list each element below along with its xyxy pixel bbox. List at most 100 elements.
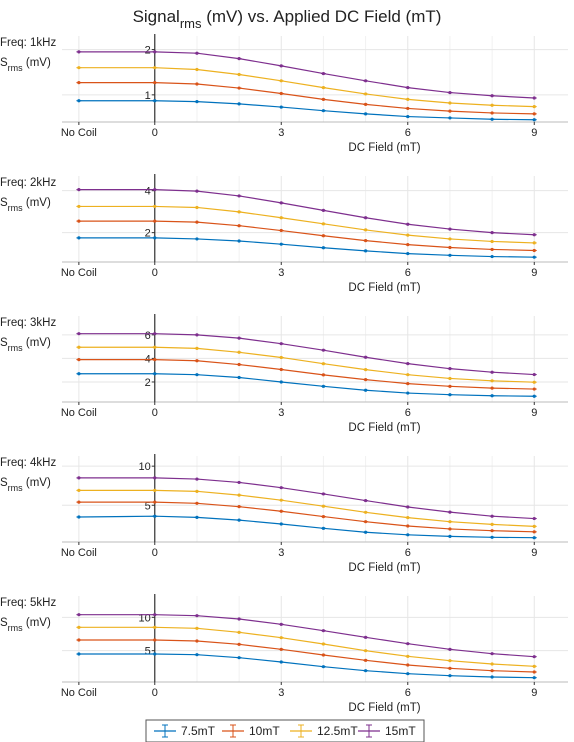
data-point: [237, 505, 241, 509]
data-point: [448, 101, 452, 105]
data-point: [490, 379, 494, 383]
data-point: [237, 656, 241, 660]
data-point: [279, 367, 283, 372]
data-point: [279, 201, 283, 205]
data-point: [153, 372, 157, 376]
data-point: [406, 663, 410, 667]
data-point: [448, 367, 452, 371]
data-point: [237, 518, 241, 522]
data-point: [406, 242, 410, 247]
data-point: [195, 51, 199, 55]
data-point: [406, 106, 410, 111]
data-point: [195, 477, 199, 481]
data-point: [195, 614, 199, 618]
x-tick-label: 0: [152, 127, 158, 139]
data-point: [77, 515, 81, 519]
data-point: [406, 382, 410, 386]
data-point: [77, 625, 81, 629]
data-point: [364, 378, 368, 382]
data-point: [279, 498, 283, 502]
x-tick-label: 3: [278, 547, 284, 559]
data-point: [364, 355, 368, 359]
series-line: [78, 515, 535, 539]
data-point: [77, 66, 81, 70]
data-point: [153, 188, 157, 192]
data-point: [532, 536, 536, 540]
y-label-main: S: [0, 57, 8, 69]
data-point: [77, 219, 81, 223]
legend-entry-label: 12.5mT: [317, 724, 358, 738]
x-tick-label: 6: [405, 547, 411, 559]
panel-frequency-label: Freq: 2kHz: [0, 177, 56, 189]
data-point: [279, 509, 283, 513]
data-point: [406, 86, 410, 90]
data-point: [77, 50, 81, 54]
data-point: [279, 647, 283, 651]
x-tick-label: No Coil: [61, 687, 97, 699]
data-point: [153, 332, 157, 336]
y-label-unit: (mV): [23, 477, 51, 489]
data-point: [195, 205, 199, 210]
data-point: [153, 66, 157, 70]
y-label-unit: (mV): [23, 57, 51, 69]
data-point: [279, 522, 283, 526]
data-point: [153, 488, 157, 492]
legend-entry-label: 10mT: [249, 724, 280, 738]
data-point: [490, 675, 494, 679]
series-line: [78, 237, 535, 258]
data-point: [532, 118, 536, 122]
data-point: [406, 391, 410, 395]
x-tick-label: 9: [531, 407, 537, 419]
data-point: [532, 516, 536, 521]
data-point: [532, 664, 536, 668]
data-point: [364, 92, 368, 96]
data-point: [532, 241, 536, 245]
data-point: [364, 498, 368, 503]
data-point: [321, 653, 326, 657]
data-point: [364, 649, 368, 653]
data-point: [77, 236, 81, 240]
data-point: [321, 629, 326, 633]
panel-frequency-label: Freq: 5kHz: [0, 597, 56, 609]
data-point: [321, 208, 326, 212]
y-label-subscript: rms: [8, 63, 23, 73]
data-point: [237, 630, 241, 634]
y-label-subscript: rms: [8, 623, 23, 633]
data-point: [153, 345, 157, 349]
data-point: [490, 662, 494, 666]
data-point: [448, 116, 452, 120]
data-point: [195, 237, 199, 241]
data-point: [153, 50, 157, 54]
data-point: [364, 249, 368, 253]
data-point: [321, 504, 326, 508]
data-point: [195, 67, 199, 72]
data-point: [195, 100, 199, 104]
y-axis-label: Srms (mV): [0, 617, 51, 633]
y-label-main: S: [0, 617, 8, 629]
data-point: [195, 220, 199, 224]
data-point: [490, 652, 494, 656]
y-axis-label: Srms (mV): [0, 477, 51, 493]
data-point: [406, 114, 410, 119]
y-label-unit: (mV): [23, 617, 51, 629]
data-point: [448, 659, 452, 663]
data-point: [490, 103, 494, 107]
data-point: [448, 109, 452, 113]
data-point: [406, 97, 410, 101]
y-tick-label: 2: [145, 45, 151, 57]
panel-frequency-label: Freq: 3kHz: [0, 317, 56, 329]
data-point: [77, 652, 81, 656]
data-point: [237, 239, 241, 243]
legend-entry-label: 15mT: [385, 724, 416, 738]
y-label-main: S: [0, 477, 8, 489]
data-point: [77, 204, 81, 209]
data-point: [153, 357, 157, 362]
data-point: [195, 501, 199, 505]
data-point: [448, 647, 452, 651]
data-point: [406, 252, 410, 256]
data-point: [195, 626, 199, 630]
data-point: [448, 510, 452, 514]
data-point: [532, 387, 536, 391]
data-point: [153, 500, 157, 504]
